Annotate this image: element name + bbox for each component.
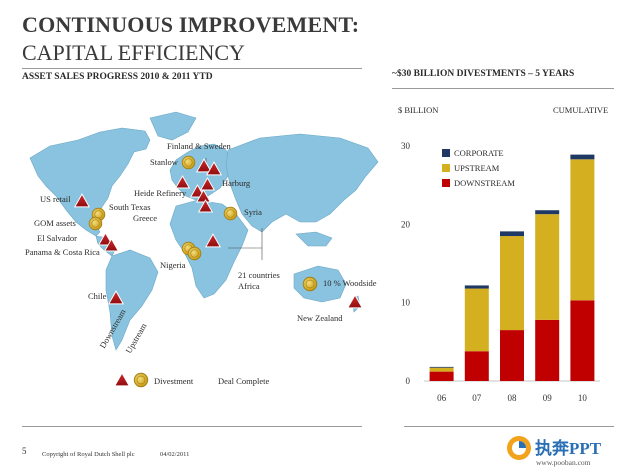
label-heide: Heide Refinery xyxy=(134,188,187,198)
label-new-zealand: New Zealand xyxy=(297,313,343,323)
legend-divestment-label: Divestment xyxy=(154,376,194,386)
bar-downstream-06 xyxy=(429,371,454,381)
legend-item-downstream: DOWNSTREAM xyxy=(442,178,515,188)
x-tick-label: 08 xyxy=(508,393,518,403)
greenland-shape xyxy=(149,111,197,141)
legend-label: UPSTREAM xyxy=(454,163,500,173)
pooban-logo: 执奔PPT www.pooban.com xyxy=(503,432,621,468)
map-bottom-divider xyxy=(22,426,362,427)
title-divider xyxy=(22,68,362,69)
label-greece: Greece xyxy=(133,213,158,223)
y-tick-label: 10 xyxy=(401,298,411,308)
map-subtitle: ASSET SALES PROGRESS 2010 & 2011 YTD xyxy=(22,72,213,82)
legend-swatch xyxy=(442,164,450,172)
southeast-asia-islands-shape xyxy=(295,231,333,247)
label-panama: Panama & Costa Rica xyxy=(25,247,100,257)
label-harburg: Harburg xyxy=(222,178,251,188)
legend-swatch xyxy=(442,179,450,187)
bar-upstream-06 xyxy=(429,367,454,372)
x-tick-label: 10 xyxy=(578,393,588,403)
bar-downstream-08 xyxy=(500,330,524,381)
footer-date: 04/02/2011 xyxy=(160,451,190,458)
label-stanlow: Stanlow xyxy=(150,157,178,167)
bar-corporate-07 xyxy=(464,285,489,289)
label-nigeria: Nigeria xyxy=(160,260,186,270)
title-line-2: CAPITAL EFFICIENCY xyxy=(22,40,245,65)
x-tick-label: 06 xyxy=(437,393,447,403)
legend-swatch xyxy=(442,149,450,157)
bar-corporate-09 xyxy=(535,210,560,215)
label-south-texas: South Texas xyxy=(109,202,151,212)
asia-shape xyxy=(225,133,379,233)
bar-downstream-09 xyxy=(535,319,560,381)
bar-upstream-10 xyxy=(570,159,595,301)
label-woodside: 10 % Woodside xyxy=(323,278,377,288)
label-chile: Chile xyxy=(88,291,107,301)
bar-corporate-06 xyxy=(429,366,454,368)
chart-title-divider xyxy=(392,88,614,89)
y-tick-label: 20 xyxy=(401,219,411,229)
bar-corporate-08 xyxy=(500,231,524,237)
bar-corporate-10 xyxy=(570,154,595,160)
legend-deal-complete-label: Deal Complete xyxy=(218,376,270,386)
label-el-salvador: El Salvador xyxy=(37,233,77,243)
north-america-shape xyxy=(29,127,151,237)
label-gom: GOM assets xyxy=(34,218,76,228)
y-tick-label: 30 xyxy=(401,141,411,151)
logo-url: www.pooban.com xyxy=(536,458,591,467)
legend-label: DOWNSTREAM xyxy=(454,178,515,188)
bar-upstream-08 xyxy=(500,236,524,331)
bar-downstream-07 xyxy=(464,351,489,381)
bar-downstream-10 xyxy=(570,300,595,381)
chart-bottom-divider xyxy=(404,426,614,427)
legend-item-upstream: UPSTREAM xyxy=(442,163,499,173)
cumulative-label: CUMULATIVE xyxy=(553,105,609,115)
chart-subtitle: ~$30 BILLION DIVESTMENTS – 5 YEARS xyxy=(392,69,575,79)
page-number: 5 xyxy=(22,446,27,456)
south-america-shape xyxy=(105,249,159,351)
y-tick-label: 0 xyxy=(406,376,411,386)
bar-upstream-09 xyxy=(535,214,560,320)
title-line-1: CONTINUOUS IMPROVEMENT: xyxy=(22,12,360,37)
label-us-retail: US retail xyxy=(40,194,71,204)
x-tick-label: 07 xyxy=(472,393,482,403)
label-finland-sweden: Finland & Sweden xyxy=(167,141,231,151)
legend-item-corporate: CORPORATE xyxy=(442,148,504,158)
australia-shape xyxy=(293,265,347,303)
label-syria: Syria xyxy=(244,207,262,217)
legend-label: CORPORATE xyxy=(454,148,504,158)
x-tick-label: 09 xyxy=(543,393,553,403)
logo-text: 执奔PPT xyxy=(535,438,602,458)
bar-upstream-07 xyxy=(464,288,489,352)
y-axis-unit-label: $ BILLION xyxy=(398,105,439,115)
copyright-text: Copyright of Royal Dutch Shell plc xyxy=(42,451,135,458)
label-africa: 21 countries Africa xyxy=(238,270,280,291)
